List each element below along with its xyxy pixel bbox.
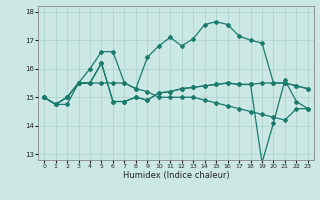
X-axis label: Humidex (Indice chaleur): Humidex (Indice chaleur): [123, 171, 229, 180]
